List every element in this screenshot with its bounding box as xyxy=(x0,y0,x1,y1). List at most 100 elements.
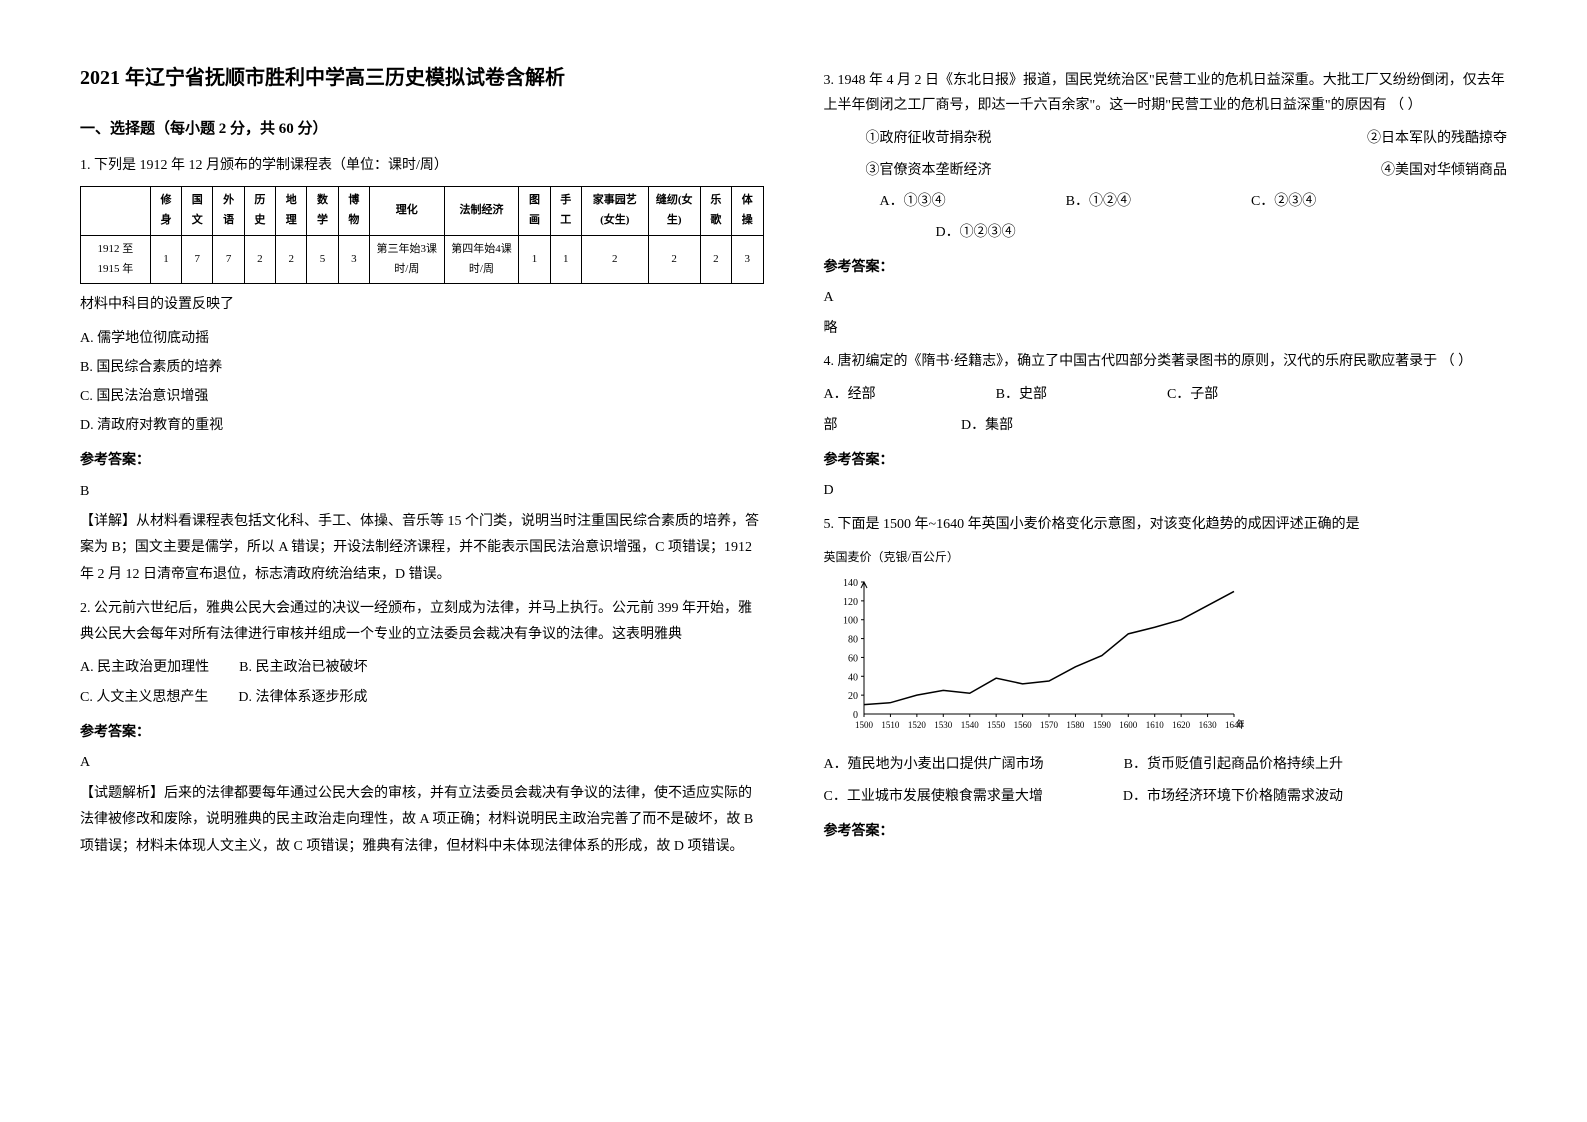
q4-options-row1: A．经部 B．史部 C．子部 xyxy=(824,382,1508,407)
table-header-cell: 缝纫(女生) xyxy=(648,187,700,236)
svg-text:1570: 1570 xyxy=(1040,720,1059,730)
q2-explain: 【试题解析】后来的法律都要每年通过公民大会的审核，并有立法委员会裁决有争议的法律… xyxy=(80,781,764,861)
table-cell: 5 xyxy=(307,235,338,284)
table-cell: 7 xyxy=(182,235,213,284)
q3-option-c: C．②③④ xyxy=(1251,189,1316,214)
q5-chart: 2040608010012014001500151015201530154015… xyxy=(824,572,1244,742)
q3-items-row2: ③官僚资本垄断经济 ④美国对华倾销商品 xyxy=(824,158,1508,183)
svg-text:1620: 1620 xyxy=(1172,720,1191,730)
q3-answer: A xyxy=(824,285,1508,310)
q3-items-row1: ①政府征收苛捐杂税 ②日本军队的残酷掠夺 xyxy=(824,126,1508,151)
page-title: 2021 年辽宁省抚顺市胜利中学高三历史模拟试卷含解析 xyxy=(80,60,764,96)
q5-option-b: B．货币贬值引起商品价格持续上升 xyxy=(1124,752,1343,777)
table-header-cell: 图画 xyxy=(519,187,550,236)
q3-item-1: ①政府征收苛捐杂税 xyxy=(866,126,992,151)
svg-text:20: 20 xyxy=(848,692,858,703)
q3-item-3: ③官僚资本垄断经济 xyxy=(866,158,992,183)
svg-text:1630: 1630 xyxy=(1198,720,1217,730)
table-header-cell: 手工 xyxy=(550,187,581,236)
table-header-cell: 地理 xyxy=(276,187,307,236)
q5-option-d: D．市场经济环境下价格随需求波动 xyxy=(1123,784,1343,809)
q1-substem: 材料中科目的设置反映了 xyxy=(80,292,764,317)
svg-text:1590: 1590 xyxy=(1092,720,1111,730)
q2-option-a: A. 民主政治更加理性 xyxy=(80,655,209,680)
svg-text:80: 80 xyxy=(848,635,858,646)
q3-answer-label: 参考答案： xyxy=(824,255,1508,280)
q3-options-row: A．①③④ B．①②④ C．②③④ xyxy=(880,189,1508,214)
left-column: 2021 年辽宁省抚顺市胜利中学高三历史模拟试卷含解析 一、选择题（每小题 2 … xyxy=(50,60,794,1062)
svg-text:40: 40 xyxy=(848,673,858,684)
table-cell: 第四年始4课时/周 xyxy=(444,235,519,284)
svg-text:年份: 年份 xyxy=(1236,718,1244,731)
table-cell: 2 xyxy=(700,235,731,284)
q4-answer: D xyxy=(824,478,1508,503)
table-cell: 3 xyxy=(732,235,763,284)
table-header-cell: 修身 xyxy=(150,187,181,236)
table-header-cell: 理化 xyxy=(369,187,444,236)
q2-answer: A xyxy=(80,750,764,775)
q2-option-d: D. 法律体系逐步形成 xyxy=(238,685,367,710)
q5-option-a: A．殖民地为小麦出口提供广阔市场 xyxy=(824,752,1044,777)
table-cell: 1 xyxy=(150,235,181,284)
svg-text:120: 120 xyxy=(843,597,858,608)
q5-chart-title: 英国麦价（克银/百公斤） xyxy=(824,547,1508,569)
svg-text:1500: 1500 xyxy=(855,720,874,730)
table-cell: 2 xyxy=(648,235,700,284)
svg-text:1550: 1550 xyxy=(987,720,1006,730)
q1-option-a: A. 儒学地位彻底动摇 xyxy=(80,326,764,351)
q2-stem: 2. 公元前六世纪后，雅典公民大会通过的决议一经颁布，立刻成为法律，并马上执行。… xyxy=(80,596,764,646)
svg-text:1520: 1520 xyxy=(907,720,926,730)
svg-text:1600: 1600 xyxy=(1119,720,1138,730)
svg-text:100: 100 xyxy=(843,616,858,627)
table-header-cell: 历史 xyxy=(244,187,275,236)
q2-options-row1: A. 民主政治更加理性 B. 民主政治已被破坏 xyxy=(80,655,764,680)
q5-stem: 5. 下面是 1500 年~1640 年英国小麦价格变化示意图，对该变化趋势的成… xyxy=(824,512,1508,537)
q3-stem: 3. 1948 年 4 月 2 日《东北日报》报道，国民党统治区"民营工业的危机… xyxy=(824,68,1508,118)
q3-item-4: ④美国对华倾销商品 xyxy=(1381,158,1507,183)
q1-table: 修身国文外语历史地理数学博物理化法制经济图画手工家事园艺(女生)缝纫(女生)乐歌… xyxy=(80,186,764,284)
q1-answer: B xyxy=(80,479,764,504)
table-header-cell xyxy=(81,187,151,236)
q5-chart-wrap: 英国麦价（克银/百公斤） 204060801001201400150015101… xyxy=(824,547,1508,743)
q3-option-b: B．①②④ xyxy=(1066,189,1131,214)
svg-text:60: 60 xyxy=(848,654,858,665)
q2-options-row2: C. 人文主义思想产生 D. 法律体系逐步形成 xyxy=(80,685,764,710)
q4-option-b: B．史部 xyxy=(996,382,1047,407)
svg-text:1540: 1540 xyxy=(960,720,979,730)
q1-explain: 【详解】从材料看课程表包括文化科、手工、体操、音乐等 15 个门类，说明当时注重… xyxy=(80,509,764,589)
q2-option-c: C. 人文主义思想产生 xyxy=(80,685,208,710)
table-header-cell: 外语 xyxy=(213,187,244,236)
q5-option-c: C．工业城市发展使粮食需求量大增 xyxy=(824,784,1043,809)
q3-option-d-row: D．①②③④ xyxy=(936,220,1508,245)
q2-option-b: B. 民主政治已被破坏 xyxy=(239,655,367,680)
q3-item-2: ②日本军队的残酷掠夺 xyxy=(1367,126,1507,151)
q5-answer-label: 参考答案： xyxy=(824,819,1508,844)
table-cell: 2 xyxy=(276,235,307,284)
q4-option-d: D．集部 xyxy=(961,418,1013,433)
q4-option-a: A．经部 xyxy=(824,382,876,407)
q1-answer-label: 参考答案： xyxy=(80,448,764,473)
q1-option-b: B. 国民综合素质的培养 xyxy=(80,355,764,380)
table-header-cell: 国文 xyxy=(182,187,213,236)
table-header-cell: 乐歌 xyxy=(700,187,731,236)
q1-option-c: C. 国民法治意识增强 xyxy=(80,384,764,409)
q1-option-d: D. 清政府对教育的重视 xyxy=(80,413,764,438)
q5-options-row1: A．殖民地为小麦出口提供广阔市场 B．货币贬值引起商品价格持续上升 xyxy=(824,752,1508,777)
q4-option-c-tail: 部 xyxy=(824,418,838,433)
q3-option-d: D．①②③④ xyxy=(936,225,1016,240)
right-column: 3. 1948 年 4 月 2 日《东北日报》报道，国民党统治区"民营工业的危机… xyxy=(794,60,1538,1062)
q4-options-row2: 部 D．集部 xyxy=(824,413,1508,438)
table-header-cell: 数学 xyxy=(307,187,338,236)
table-cell: 2 xyxy=(244,235,275,284)
table-header-cell: 家事园艺(女生) xyxy=(581,187,648,236)
q4-stem: 4. 唐初编定的《隋书·经籍志》，确立了中国古代四部分类著录图书的原则，汉代的乐… xyxy=(824,349,1508,374)
svg-text:1510: 1510 xyxy=(881,720,900,730)
q2-answer-label: 参考答案： xyxy=(80,720,764,745)
table-header-cell: 体操 xyxy=(732,187,763,236)
q4-option-c: C．子部 xyxy=(1167,382,1218,407)
table-header-cell: 法制经济 xyxy=(444,187,519,236)
table-cell: 第三年始3课时/周 xyxy=(369,235,444,284)
table-header-row: 修身国文外语历史地理数学博物理化法制经济图画手工家事园艺(女生)缝纫(女生)乐歌… xyxy=(81,187,764,236)
table-cell: 3 xyxy=(338,235,369,284)
svg-text:1580: 1580 xyxy=(1066,720,1085,730)
